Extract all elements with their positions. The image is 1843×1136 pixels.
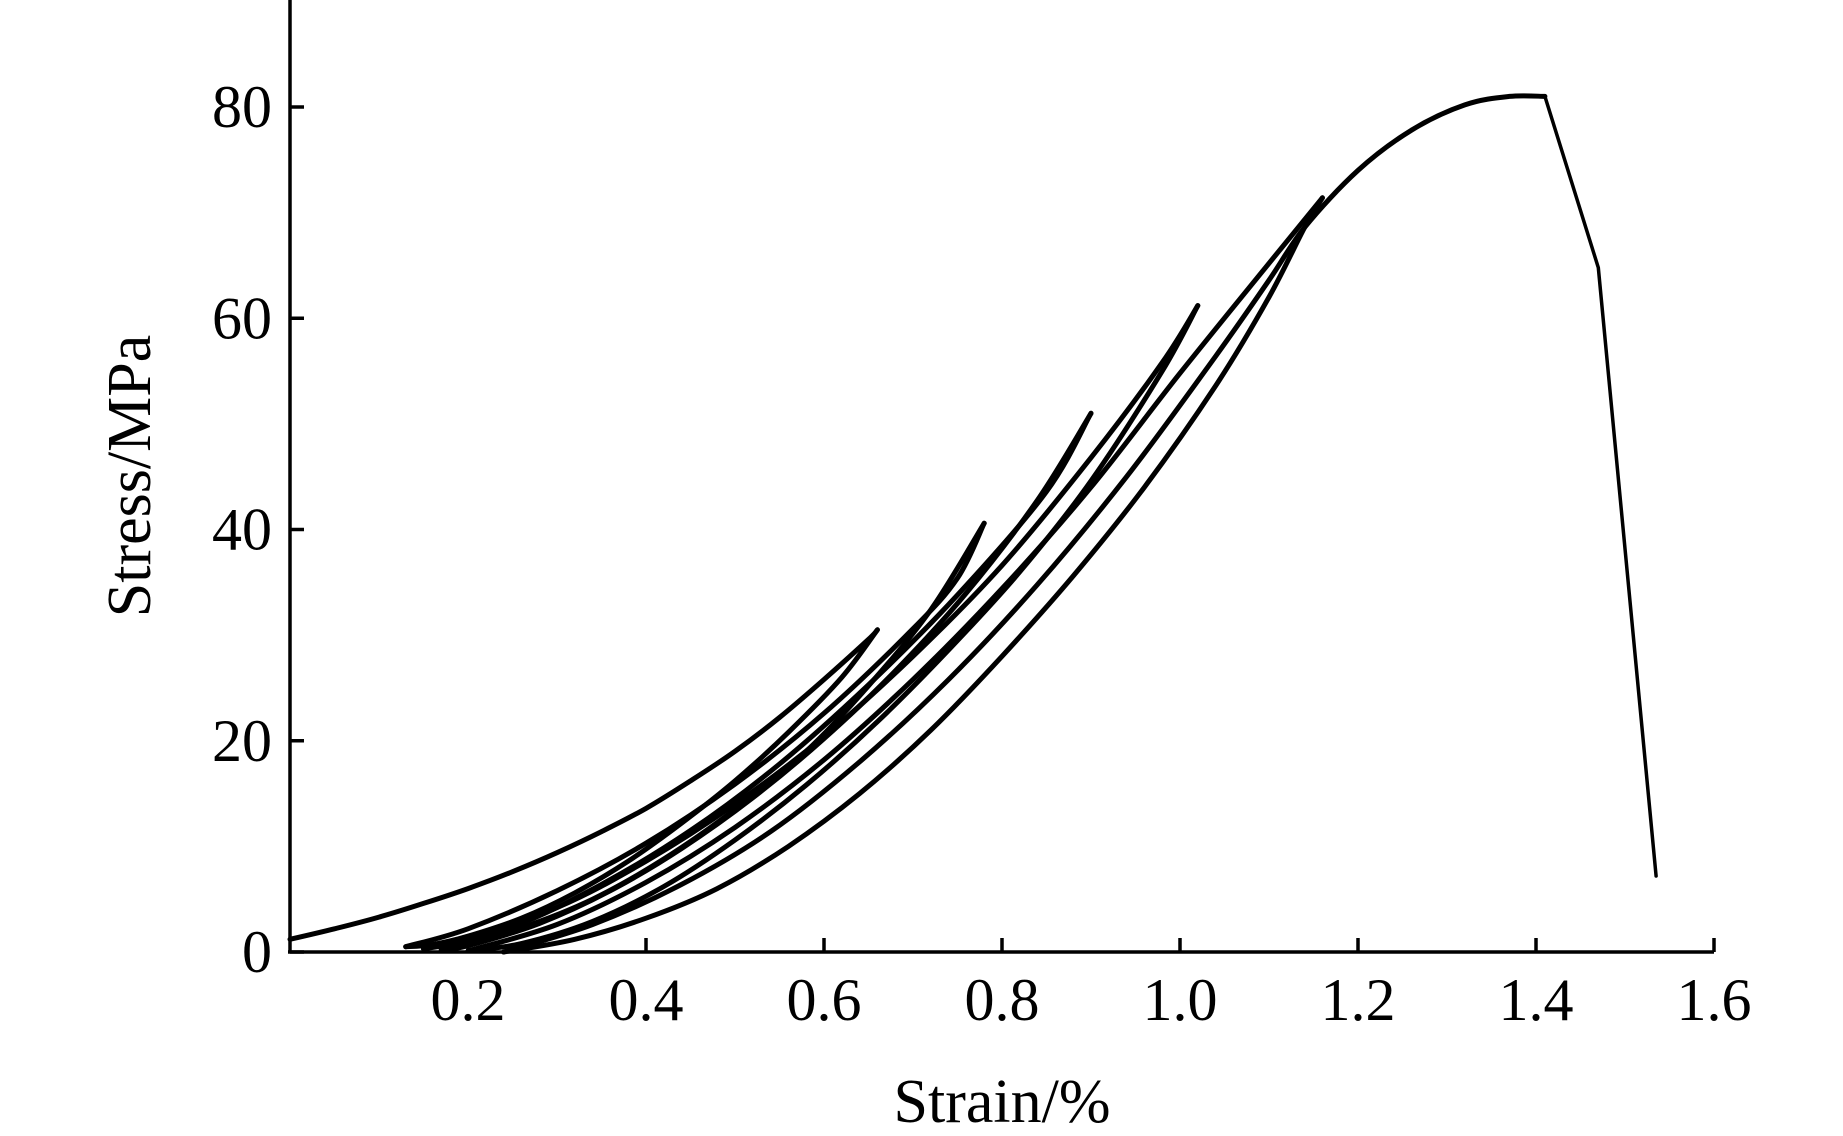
curves: [287, 93, 1658, 955]
x-tick-label: 1.4: [1499, 967, 1574, 1033]
loading-cycle-line: [403, 520, 987, 950]
y-axis-title: Stress/MPa: [96, 335, 164, 617]
x-tick-label: 0.2: [431, 967, 506, 1033]
y-ticks: 0 20 40 60 80: [212, 74, 304, 985]
x-tick-label: 1.6: [1677, 967, 1752, 1033]
loading-cycle-line: [438, 410, 1094, 953]
y-tick-label: 60: [212, 285, 272, 351]
y-tick-label: 40: [212, 497, 272, 563]
loading-cycle-line: [287, 627, 880, 942]
loading-cycle-line: [465, 195, 1325, 954]
loading-cycle-line: [501, 93, 1548, 955]
x-tick-label: 1.2: [1321, 967, 1396, 1033]
loading-cycle-line: [465, 303, 1201, 954]
loading-cycle-line: [501, 195, 1325, 955]
x-tick-label: 1.0: [1143, 967, 1218, 1033]
loading-cycle-line: [438, 303, 1201, 953]
y-tick-label: 0: [242, 919, 272, 985]
x-ticks: 0.2 0.4 0.6 0.8 1.0 1.2 1.4 1.6: [431, 938, 1752, 1033]
x-tick-label: 0.6: [787, 967, 862, 1033]
x-tick-label: 0.4: [609, 967, 684, 1033]
x-axis-title: Strain/%: [894, 1068, 1111, 1136]
axes: [288, 0, 1714, 954]
x-tick-label: 0.8: [965, 967, 1040, 1033]
y-tick-label: 80: [212, 74, 272, 140]
y-tick-label: 20: [212, 708, 272, 774]
loading-cycle-line: [421, 520, 987, 952]
failure-branch-line: [1543, 94, 1658, 878]
